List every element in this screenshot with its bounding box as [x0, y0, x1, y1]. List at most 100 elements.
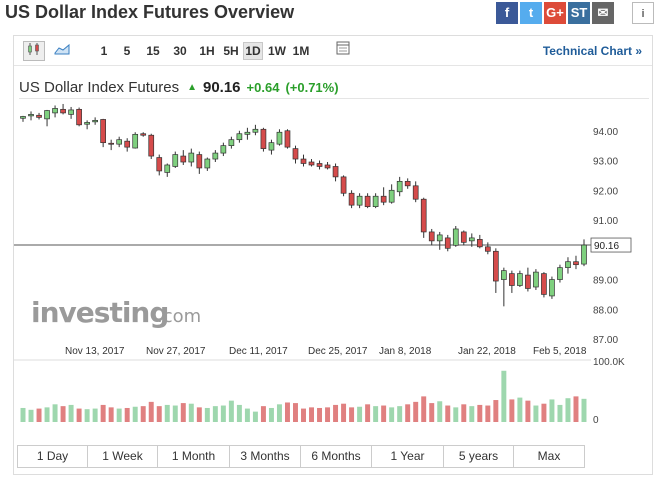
volume-bar	[148, 401, 154, 422]
candle	[493, 248, 499, 293]
volume-bar	[533, 405, 539, 422]
candle	[260, 127, 267, 152]
candle	[180, 150, 187, 165]
timeframe-30[interactable]: 30	[173, 44, 187, 58]
candle	[340, 175, 347, 197]
candle	[484, 242, 491, 255]
timeframe-5h[interactable]: 5H	[223, 44, 239, 58]
candle	[140, 132, 147, 137]
timeframe-1d[interactable]: 1D	[243, 42, 263, 60]
last-price: 90.16	[202, 78, 241, 96]
volume-bar	[445, 405, 451, 422]
volume-bar	[293, 403, 298, 422]
candle	[172, 151, 179, 168]
price-chart[interactable]: investing.com 94.00 93.00 92.00 91.00 89.00 88…	[14, 36, 652, 441]
candle-body	[236, 133, 243, 141]
facebook-icon[interactable]: f	[496, 2, 518, 24]
candle	[388, 184, 395, 204]
timeframe-1w[interactable]: 1W	[268, 44, 286, 58]
candle-body	[116, 139, 123, 145]
range-6-months[interactable]: 6 Months	[301, 446, 372, 467]
candle-body	[124, 140, 131, 148]
settings-table-icon[interactable]	[332, 41, 354, 61]
timeframe-1h[interactable]: 1H	[199, 44, 215, 58]
volume-bar	[116, 408, 122, 422]
volume-bar	[188, 403, 194, 422]
candle	[380, 187, 387, 206]
candle-body	[332, 166, 339, 178]
volume-bar	[405, 404, 411, 422]
candle	[292, 145, 299, 164]
candle	[525, 267, 531, 292]
twitter-icon[interactable]: t	[520, 2, 542, 24]
volume-tick-label: 0	[593, 415, 599, 426]
price-change: +0.64	[246, 79, 280, 95]
share-bar: f t G+ ST ✉ i	[496, 2, 654, 24]
range-1-month[interactable]: 1 Month	[158, 446, 230, 467]
volume-bar	[60, 406, 66, 422]
volume-bar	[501, 370, 507, 422]
candle	[36, 112, 42, 120]
candle	[396, 176, 403, 197]
candle-body	[533, 271, 539, 288]
timeframe-5[interactable]: 5	[123, 44, 131, 58]
candle	[44, 109, 50, 127]
candle-body	[452, 228, 459, 246]
chart-widget: 1 5 15 30 1H 5H 1D 1W 1M Technical Chart » US Do…	[13, 35, 653, 475]
price-tick-label: 92.00	[593, 186, 618, 197]
range-3-months[interactable]: 3 Months	[230, 446, 301, 467]
volume-bar	[413, 401, 419, 422]
volume-bar	[309, 407, 314, 422]
volume-bar	[252, 411, 258, 422]
instrument-name: US Dollar Index Futures	[19, 78, 180, 96]
candle	[476, 234, 483, 249]
google-plus-icon[interactable]: G+	[544, 2, 566, 24]
timeframe-1m[interactable]: 1M	[292, 44, 310, 58]
candle	[557, 264, 563, 283]
candle	[244, 127, 251, 140]
volume-bar	[373, 406, 379, 422]
candle-body	[212, 152, 219, 160]
volume-bar	[493, 400, 499, 422]
candle-body	[484, 246, 491, 252]
candle	[300, 154, 307, 167]
price-tick-label: 87.00	[593, 335, 618, 346]
timeframe-15[interactable]: 15	[146, 44, 160, 58]
volume-bar	[461, 404, 467, 422]
range-5-years[interactable]: 5 years	[444, 446, 514, 467]
email-icon[interactable]: ✉	[592, 2, 614, 24]
volume-bar	[381, 405, 387, 422]
candle-body	[20, 116, 26, 119]
candle-body	[581, 244, 587, 265]
range-max[interactable]: Max	[514, 446, 584, 467]
candlestick-chart-icon[interactable]	[23, 41, 45, 61]
range-1-day[interactable]: 1 Day	[18, 446, 88, 467]
volume-bar	[28, 409, 34, 422]
candle-body	[525, 274, 531, 289]
candle	[468, 233, 475, 247]
candle	[581, 239, 587, 267]
candle-body	[356, 195, 363, 206]
candle-body	[28, 114, 34, 117]
technical-chart-link[interactable]: Technical Chart »	[542, 44, 642, 58]
timeframe-1[interactable]: 1	[100, 44, 108, 58]
candle	[92, 117, 98, 125]
volume-tick-label: 100.0K	[593, 357, 625, 368]
volume-bar	[44, 407, 50, 422]
range-1-year[interactable]: 1 Year	[372, 446, 444, 467]
candle-body	[468, 237, 475, 242]
candle-body	[300, 158, 307, 164]
area-chart-icon[interactable]	[51, 41, 73, 61]
candle	[28, 111, 34, 121]
candle-body	[84, 122, 90, 125]
candle	[276, 129, 283, 146]
info-icon[interactable]: i	[632, 2, 654, 24]
volume-bar	[156, 406, 162, 422]
candle	[364, 193, 371, 209]
stocktwits-icon[interactable]: ST	[568, 2, 590, 24]
candle	[84, 120, 90, 130]
candle-body	[148, 134, 155, 157]
volume-bar	[260, 406, 266, 422]
range-1-week[interactable]: 1 Week	[88, 446, 158, 467]
candle	[124, 138, 131, 152]
